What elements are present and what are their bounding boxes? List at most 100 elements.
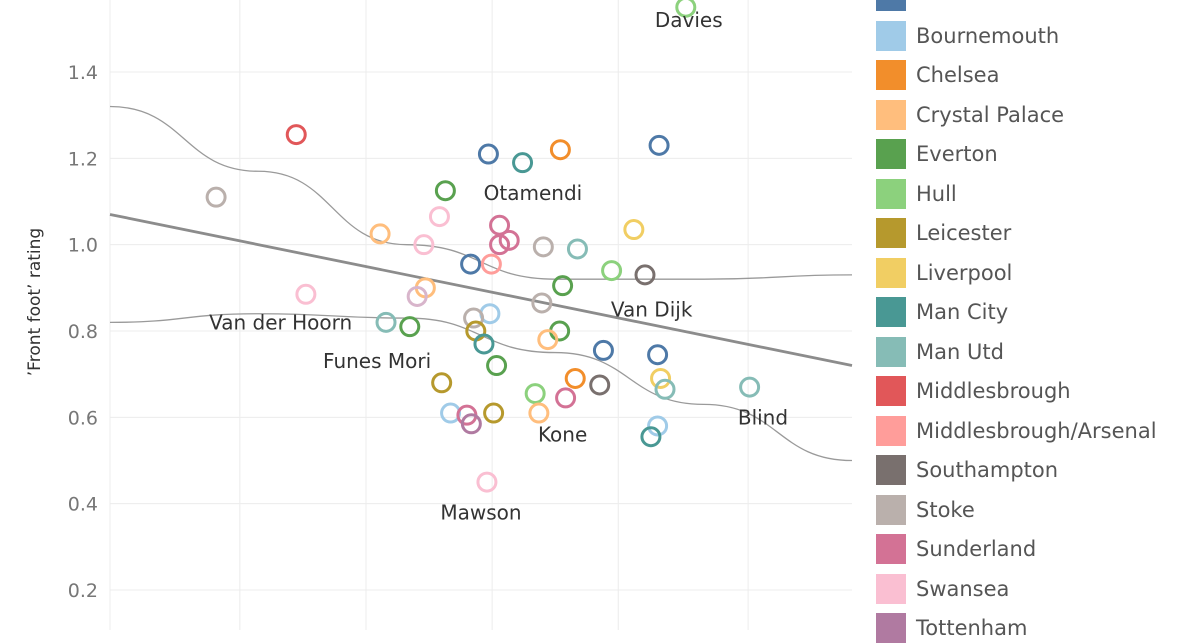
legend-item[interactable]: Middlesbrough/Arsenal — [876, 415, 1157, 446]
legend-label: Middlesbrough/Arsenal — [916, 418, 1157, 443]
data-point[interactable] — [601, 260, 623, 282]
data-point[interactable] — [463, 307, 485, 329]
legend-item[interactable]: Bournemouth — [876, 20, 1060, 51]
legend-item[interactable]: Liverpool — [876, 257, 1012, 288]
data-point[interactable] — [532, 236, 554, 258]
data-point[interactable] — [647, 415, 669, 437]
legend-item[interactable]: Everton — [876, 139, 998, 169]
trend-line — [109, 313, 853, 462]
data-point[interactable] — [375, 311, 397, 333]
trend-line — [109, 213, 853, 367]
data-point[interactable] — [480, 253, 502, 275]
legend-item[interactable]: Man Utd — [876, 336, 1004, 367]
legend-label: Crystal Palace — [916, 102, 1065, 127]
y-tick-label: 0.4 — [68, 494, 98, 516]
legend-item[interactable] — [876, 0, 916, 11]
data-point[interactable] — [564, 367, 586, 389]
legend-item[interactable]: Middlesbrough — [876, 376, 1071, 406]
legend-swatch — [876, 60, 906, 90]
player-annotation: Otamendi — [484, 181, 583, 205]
legend-swatch — [876, 613, 906, 643]
data-point[interactable] — [399, 316, 421, 338]
legend-item[interactable]: Swansea — [876, 573, 1010, 604]
legend-label: Swansea — [916, 576, 1010, 601]
legend-item[interactable]: Chelsea — [876, 60, 999, 90]
legend-label: Tottenham — [916, 616, 1028, 640]
legend-swatch — [876, 376, 906, 406]
legend-item[interactable]: Leicester — [876, 218, 1011, 248]
data-point[interactable] — [531, 292, 553, 314]
y-axis-label: ’Front foot’ rating — [25, 228, 45, 376]
data-point[interactable] — [489, 234, 511, 256]
data-point[interactable] — [413, 234, 435, 256]
legend-swatch — [876, 178, 906, 209]
data-point[interactable] — [476, 471, 498, 493]
player-annotation: Van Dijk — [611, 297, 693, 321]
data-point[interactable] — [739, 376, 761, 398]
data-point[interactable] — [640, 426, 662, 448]
data-point[interactable] — [654, 378, 676, 400]
legend-label: Bournemouth — [916, 23, 1060, 48]
legend-swatch — [876, 534, 906, 564]
legend-label: Hull — [916, 181, 957, 206]
data-point[interactable] — [431, 372, 453, 394]
data-point[interactable] — [623, 219, 645, 241]
legend-item[interactable]: Sunderland — [876, 534, 1036, 564]
legend-item[interactable]: Tottenham — [876, 613, 1027, 643]
legend-label: Man Utd — [916, 339, 1004, 364]
legend-label: Sunderland — [916, 537, 1037, 561]
y-tick-label: 0.6 — [68, 407, 98, 429]
data-point[interactable] — [647, 344, 669, 366]
legend-label: Southampton — [916, 458, 1059, 482]
legend-swatch — [876, 0, 906, 11]
data-point[interactable] — [592, 339, 614, 361]
legend-label: Everton — [916, 142, 998, 166]
legend-item[interactable]: Hull — [876, 178, 957, 209]
legend-swatch — [876, 139, 906, 169]
y-tick-label: 1.2 — [68, 148, 98, 170]
data-point[interactable] — [634, 264, 656, 286]
data-point[interactable] — [285, 124, 307, 146]
legend-swatch — [876, 20, 906, 51]
legend-item[interactable]: Man City — [876, 297, 1008, 327]
y-tick-label: 1.4 — [68, 62, 98, 84]
data-point[interactable] — [434, 180, 456, 202]
data-point[interactable] — [205, 186, 227, 208]
data-point[interactable] — [566, 238, 588, 260]
data-point[interactable] — [473, 333, 495, 355]
player-annotation: Van der Hoorn — [209, 310, 352, 334]
data-point[interactable] — [406, 285, 428, 307]
data-point[interactable] — [460, 253, 482, 275]
data-point[interactable] — [648, 134, 670, 156]
data-point[interactable] — [295, 283, 317, 305]
data-point[interactable] — [650, 367, 672, 389]
data-point[interactable] — [498, 229, 520, 251]
data-point[interactable] — [512, 152, 534, 174]
legend-label: Man City — [916, 300, 1009, 324]
data-point[interactable] — [552, 275, 574, 297]
legend-label: Middlesbrough — [916, 379, 1071, 403]
data-point[interactable] — [369, 223, 391, 245]
player-annotation: Kone — [538, 423, 587, 447]
data-point[interactable] — [589, 374, 611, 396]
data-point[interactable] — [537, 329, 559, 351]
trend-line — [109, 105, 853, 280]
data-point[interactable] — [549, 139, 571, 161]
legend-item[interactable]: Southampton — [876, 455, 1058, 485]
data-point[interactable] — [483, 402, 505, 424]
data-point[interactable] — [555, 387, 577, 409]
data-point[interactable] — [675, 0, 697, 18]
legend-label: Stoke — [916, 497, 975, 522]
legend-item[interactable]: Stoke — [876, 494, 975, 525]
legend-swatch — [876, 455, 906, 485]
legend-swatch — [876, 99, 906, 130]
legend-swatch — [876, 257, 906, 288]
data-point[interactable] — [477, 143, 499, 165]
data-point[interactable] — [486, 355, 508, 377]
data-point[interactable] — [528, 402, 550, 424]
legend-item[interactable]: Crystal Palace — [876, 99, 1065, 130]
legend-label: Chelsea — [916, 63, 1000, 87]
data-point[interactable] — [428, 206, 450, 228]
data-point[interactable] — [524, 383, 546, 405]
data-point[interactable] — [460, 413, 482, 435]
